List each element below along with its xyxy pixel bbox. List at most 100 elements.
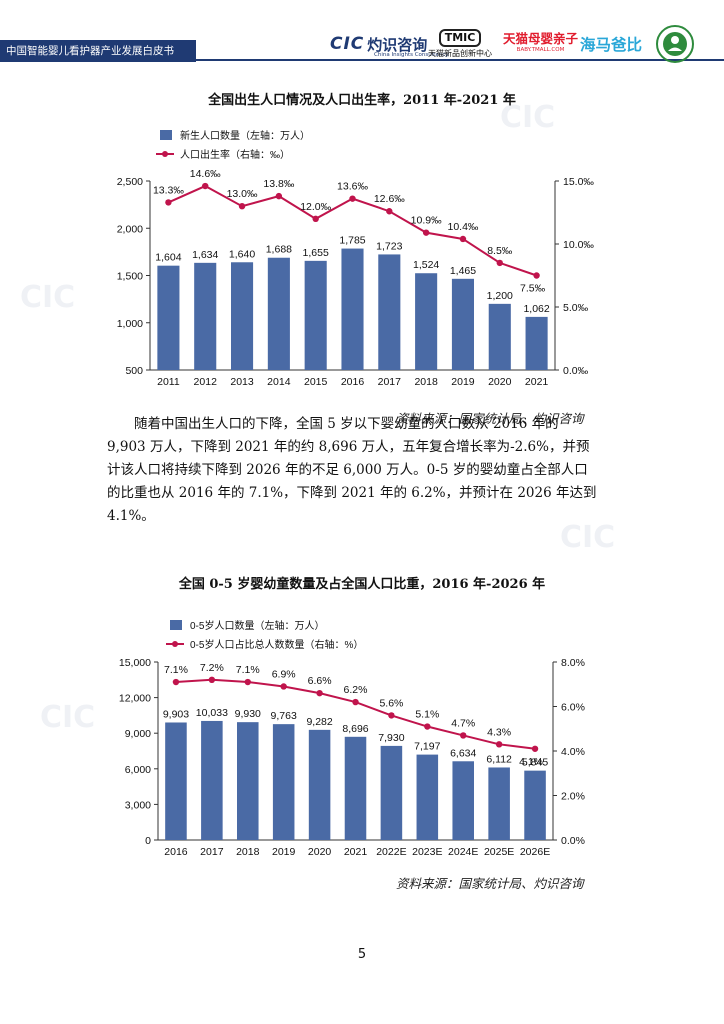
chart1-y-tick-label-left: 2,500 bbox=[117, 176, 143, 188]
chart1-rate-point bbox=[312, 215, 319, 222]
chart1-rate-point bbox=[349, 195, 356, 202]
chart1-x-tick-label: 2021 bbox=[525, 376, 549, 388]
chart2-bar bbox=[380, 745, 403, 840]
chart1-rate-point bbox=[386, 208, 393, 215]
body-line: 的比重也从 2016 年的 7.1%，下降到 2021 年的 6.2%，并预计在… bbox=[107, 485, 597, 501]
chart2-y-tick-label-right: 2.0% bbox=[561, 791, 585, 803]
chart2-bar-label: 7,930 bbox=[378, 732, 404, 744]
chart1-bar bbox=[157, 265, 180, 370]
cic-logo: CIC 灼识咨询 China Insights Consultancy bbox=[330, 28, 449, 60]
tmall-logo-sub: BABY.TMALL.COM bbox=[516, 47, 565, 53]
chart2-x-tick-label: 2023E bbox=[412, 846, 442, 858]
chart1-x-tick-label: 2012 bbox=[194, 376, 218, 388]
chart1-y-tick-label-right: 10.0‰ bbox=[563, 239, 594, 251]
chart1-x-tick-label: 2019 bbox=[451, 376, 475, 388]
logo-strip: CIC 灼识咨询 China Insights Consultancy TMIC… bbox=[320, 25, 720, 63]
body-line: 4.1%。 bbox=[107, 508, 155, 524]
chart2-bar-label: 7,197 bbox=[414, 741, 440, 753]
chart2-rate-point bbox=[244, 678, 251, 686]
page-number: 5 bbox=[357, 947, 367, 962]
chart1-x-tick-label: 2018 bbox=[414, 376, 438, 388]
chart1-bar-label: 1,062 bbox=[523, 303, 549, 315]
chart2-y-tick-label-right: 4.0% bbox=[561, 746, 585, 758]
body-paragraph: 随着中国出生人口的下降，全国 5 岁以下婴幼童的人口数从 2016 年的 9,9… bbox=[107, 413, 617, 528]
cic-logo-mark: CIC bbox=[330, 34, 365, 54]
chart1-bar bbox=[525, 316, 548, 370]
chart2-y-tick-label-right: 0.0% bbox=[561, 835, 585, 847]
chart2-y-tick-label-left: 0 bbox=[145, 835, 151, 847]
chart2-rate-point bbox=[208, 676, 216, 683]
body-line: 9,903 万人，下降到 2021 年的约 8,696 万人，五年复合增长率为-… bbox=[107, 439, 590, 455]
chart1-bar bbox=[488, 303, 511, 370]
chart2-rate-label: 7.2% bbox=[200, 662, 224, 674]
chart1-rate-point bbox=[165, 199, 172, 206]
chart2-bar-label: 9,763 bbox=[271, 710, 297, 722]
chart1-x-tick-label: 2017 bbox=[378, 376, 402, 388]
chart2-bar bbox=[416, 754, 439, 840]
cic-logo-cn: 灼识咨询 bbox=[367, 35, 428, 54]
chart1-bar-label: 1,640 bbox=[229, 248, 255, 260]
chart2-legend-bar-swatch bbox=[170, 620, 182, 630]
chart2-bar-label: 6,634 bbox=[450, 747, 476, 759]
chart1-rate-label: 14.6‰ bbox=[190, 168, 221, 180]
chart2-rate-label: 7.1% bbox=[236, 664, 260, 676]
chart2-bar bbox=[344, 736, 367, 840]
chart2-bar-label: 6,112 bbox=[486, 753, 512, 765]
tmic-logo: TMIC 天猫新品创新中心 bbox=[428, 28, 492, 60]
chart1-x-tick-label: 2014 bbox=[267, 376, 291, 388]
chart1-x-tick-label: 2016 bbox=[341, 376, 365, 388]
body-line: 随着中国出生人口的下降，全国 5 岁以下婴幼童的人口数从 2016 年的 bbox=[134, 416, 559, 432]
chart2-rate-point bbox=[531, 745, 539, 752]
chart1-bar-label: 1,634 bbox=[192, 249, 218, 261]
chart2-source: 资料来源：国家统计局、灼识咨询 bbox=[396, 876, 584, 891]
chart1-rate-point bbox=[238, 203, 246, 210]
chart1-rate-label: 13.6‰ bbox=[337, 181, 368, 193]
chart2-rate-label: 5.6% bbox=[379, 697, 403, 709]
chart2-x-tick-label: 2025E bbox=[484, 846, 514, 858]
chart1-bar-label: 1,723 bbox=[376, 240, 402, 252]
chart1-rate-label: 12.6‰ bbox=[374, 193, 405, 205]
chart1-legend-bar-label: 新生人口数量（左轴：万人） bbox=[180, 129, 310, 142]
chart1-bar-label: 1,688 bbox=[266, 244, 292, 256]
chart2-y-tick-label-right: 6.0% bbox=[561, 702, 585, 714]
chart1-birth-population: 500 1,000 1,500 2,000 2,500 0.0‰ 5.0‰ 10.0‰ 15.0… bbox=[117, 129, 595, 388]
chart2-x-tick-label: 2016 bbox=[164, 846, 188, 858]
chart1-y-tick-label-right: 5.0‰ bbox=[563, 302, 589, 314]
chart1-x-tick-label: 2015 bbox=[304, 376, 328, 388]
chart2-rate-point bbox=[172, 678, 180, 686]
tmall-logo-cn: 天猫母婴亲子 bbox=[503, 31, 579, 46]
chart2-bar bbox=[488, 767, 510, 840]
chart2-legend-line-marker bbox=[172, 641, 178, 647]
chart2-child-population: 0 3,000 6,000 9,000 12,000 15,000 0.0% 2.0% 4.0%… bbox=[119, 619, 585, 858]
chart2-rate-point bbox=[280, 683, 287, 690]
chart1-x-tick-label: 2013 bbox=[230, 376, 254, 388]
chart1-x-tick-label: 2011 bbox=[157, 376, 180, 388]
chart2-x-tick-label: 2024E bbox=[448, 846, 478, 858]
chart2-x-tick-label: 2026E bbox=[520, 846, 550, 858]
chart1-bar bbox=[231, 262, 254, 370]
chart1-rate-point bbox=[533, 272, 540, 279]
chart2-rate-label: 4.7% bbox=[451, 717, 475, 729]
chart2-rate-point bbox=[495, 741, 503, 748]
chart2-y-tick-label-left: 15,000 bbox=[119, 657, 151, 669]
chart1-rate-label: 13.8‰ bbox=[263, 178, 294, 190]
chart2-y-tick-label-left: 6,000 bbox=[125, 764, 151, 776]
tmic-logo-sub: 天猫新品创新中心 bbox=[428, 49, 492, 58]
seal-logo-icon bbox=[655, 24, 695, 64]
body-line: 计该人口将持续下降到 2026 年的不足 6,000 万人。0-5 岁的婴幼童占… bbox=[107, 462, 588, 478]
chart2-y-tick-label-right: 8.0% bbox=[561, 657, 585, 669]
chart1-bar bbox=[378, 254, 401, 370]
chart1-rate-label: 13.3‰ bbox=[153, 184, 184, 196]
chart2-x-tick-label: 2017 bbox=[200, 846, 224, 858]
chart2-rate-label: 6.2% bbox=[344, 684, 368, 696]
header-band: 中国智能婴儿看护器产业发展白皮书 bbox=[0, 40, 196, 62]
chart2-rate-label: 4.3% bbox=[487, 726, 511, 738]
chart2-legend-line-label: 0-5岁人口占比总人数数量（右轴：%） bbox=[190, 638, 363, 651]
chart1-bar bbox=[304, 260, 327, 370]
chart1-bar-label: 1,785 bbox=[339, 235, 365, 247]
chart2-bar-label: 9,282 bbox=[306, 716, 332, 728]
chart2-rate-label: 5.1% bbox=[415, 709, 439, 721]
chart2-rate-label: 6.6% bbox=[308, 675, 332, 687]
chart1-legend-line-label: 人口出生率（右轴：‰） bbox=[180, 148, 290, 161]
chart2-rate-point bbox=[352, 698, 359, 706]
